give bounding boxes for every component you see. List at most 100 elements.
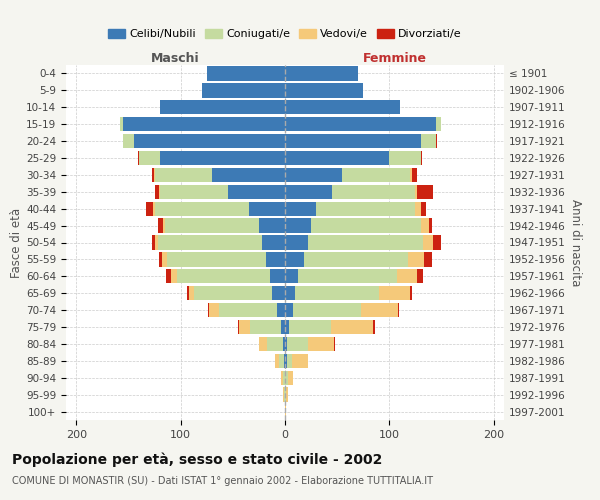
Bar	[285, 168, 343, 182]
Bar	[285, 286, 295, 300]
Bar	[410, 168, 412, 182]
Bar	[281, 370, 283, 385]
Bar	[295, 286, 379, 300]
Bar	[285, 404, 286, 418]
Bar	[304, 252, 408, 266]
Text: Femmine: Femmine	[362, 52, 427, 65]
Bar	[124, 117, 285, 132]
Bar	[436, 117, 442, 132]
Bar	[285, 320, 289, 334]
Bar	[422, 236, 433, 250]
Bar	[285, 269, 298, 283]
Bar	[285, 336, 287, 351]
Bar	[285, 66, 358, 80]
Bar	[408, 252, 424, 266]
Bar	[159, 184, 160, 199]
Bar	[146, 202, 152, 216]
Bar	[165, 218, 259, 233]
Bar	[421, 202, 426, 216]
Bar	[176, 269, 271, 283]
Bar	[285, 370, 288, 385]
Bar	[418, 184, 433, 199]
Bar	[187, 286, 189, 300]
Bar	[283, 336, 285, 351]
Y-axis label: Anni di nascita: Anni di nascita	[569, 199, 582, 286]
Y-axis label: Fasce di età: Fasce di età	[10, 208, 23, 278]
Bar	[189, 286, 194, 300]
Bar	[139, 151, 160, 165]
Bar	[285, 218, 311, 233]
Bar	[259, 336, 267, 351]
Bar	[410, 286, 412, 300]
Bar	[284, 354, 285, 368]
Bar	[279, 354, 284, 368]
Text: Maschi: Maschi	[151, 52, 200, 65]
Bar	[285, 184, 332, 199]
Bar	[316, 202, 415, 216]
Bar	[343, 168, 410, 182]
Bar	[259, 218, 285, 233]
Bar	[283, 388, 284, 402]
Bar	[248, 202, 285, 216]
Bar	[418, 269, 422, 283]
Bar	[194, 286, 272, 300]
Bar	[238, 320, 239, 334]
Bar	[281, 320, 285, 334]
Bar	[285, 252, 304, 266]
Bar	[292, 354, 308, 368]
Bar	[277, 303, 285, 318]
Bar	[289, 320, 331, 334]
Bar	[421, 151, 422, 165]
Bar	[429, 218, 432, 233]
Bar	[134, 134, 285, 148]
Bar	[288, 370, 293, 385]
Bar	[159, 252, 162, 266]
Bar	[285, 117, 436, 132]
Bar	[285, 354, 287, 368]
Bar	[155, 202, 248, 216]
Bar	[239, 320, 250, 334]
Bar	[412, 168, 418, 182]
Bar	[262, 236, 285, 250]
Bar	[220, 303, 277, 318]
Bar	[298, 269, 397, 283]
Bar	[285, 151, 389, 165]
Bar	[155, 236, 158, 250]
Bar	[250, 320, 281, 334]
Bar	[158, 218, 163, 233]
Bar	[389, 151, 421, 165]
Bar	[285, 134, 421, 148]
Legend: Celibi/Nubili, Coniugati/e, Vedovi/e, Divorziati/e: Celibi/Nubili, Coniugati/e, Vedovi/e, Di…	[104, 24, 466, 44]
Bar	[271, 269, 285, 283]
Bar	[433, 236, 442, 250]
Bar	[208, 303, 209, 318]
Bar	[160, 151, 285, 165]
Bar	[285, 236, 308, 250]
Bar	[285, 388, 286, 402]
Bar	[162, 252, 167, 266]
Bar	[275, 354, 279, 368]
Bar	[227, 184, 285, 199]
Bar	[120, 117, 124, 132]
Bar	[212, 168, 285, 182]
Bar	[155, 184, 159, 199]
Bar	[415, 202, 421, 216]
Bar	[308, 236, 422, 250]
Bar	[272, 286, 285, 300]
Bar	[373, 320, 374, 334]
Bar	[207, 66, 285, 80]
Bar	[283, 370, 285, 385]
Bar	[154, 168, 155, 182]
Bar	[285, 83, 363, 98]
Bar	[152, 202, 155, 216]
Text: Popolazione per età, sesso e stato civile - 2002: Popolazione per età, sesso e stato civil…	[12, 452, 382, 467]
Bar	[332, 184, 415, 199]
Bar	[155, 168, 212, 182]
Bar	[331, 320, 373, 334]
Bar	[163, 218, 165, 233]
Bar	[334, 336, 335, 351]
Bar	[172, 269, 176, 283]
Bar	[308, 336, 334, 351]
Bar	[284, 388, 285, 402]
Bar	[167, 252, 266, 266]
